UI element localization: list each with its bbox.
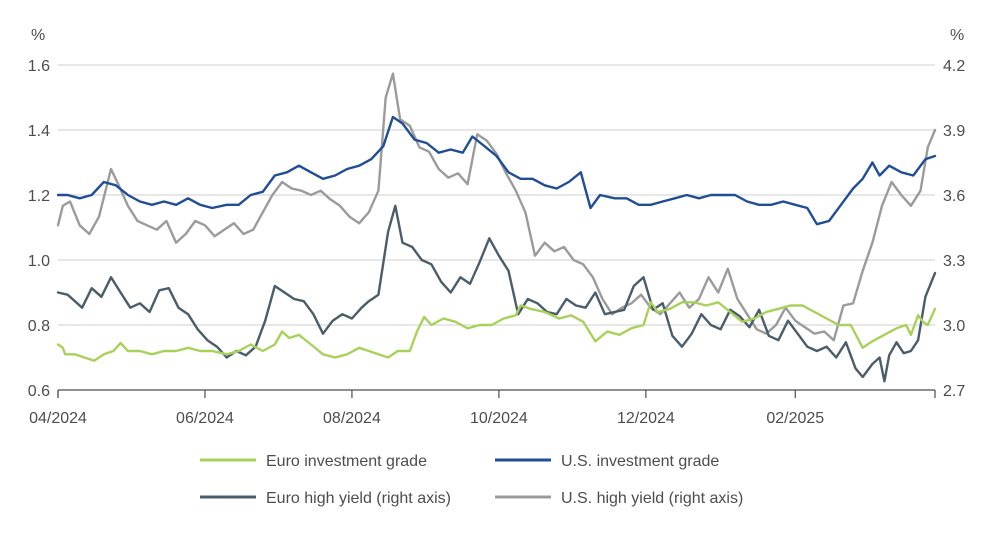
x-axis-tick-label: 10/2024	[470, 410, 528, 427]
gridlines	[58, 64, 935, 326]
legend-label-u-s-high-yield-right-axis: U.S. high yield (right axis)	[561, 490, 743, 507]
right-axis-tick-label: 3.0	[943, 318, 965, 335]
x-axis-tick-label: 02/2025	[766, 410, 824, 427]
legend-label-euro-investment-grade: Euro investment grade	[266, 453, 427, 470]
series-line-u-s-investment-grade	[56, 115, 937, 226]
left-axis-tick-label: 0.6	[28, 383, 50, 400]
series-line-u-s-high-yield-right-axis	[56, 72, 937, 342]
right-axis-tick-label: 3.3	[943, 253, 965, 270]
series-lines	[56, 72, 937, 383]
right-axis-unit: %	[950, 27, 964, 44]
right-axis-tick-label: 3.9	[943, 123, 965, 140]
left-axis-tick-label: 1.2	[28, 188, 50, 205]
left-axis-tick-label: 1.0	[28, 253, 50, 270]
left-axis-unit: %	[31, 27, 45, 44]
right-axis-tick-label: 3.6	[943, 188, 965, 205]
right-axis-tick-label: 4.2	[943, 58, 965, 75]
x-axis-tick-label: 04/2024	[29, 410, 87, 427]
axes: 0.6 0.8 1.0 1.2 1.4 1.6 2.7 3.0 3.3 3.6 3.9 4.2 04/2…	[28, 58, 966, 427]
x-axis-tick-label: 12/2024	[617, 410, 675, 427]
legend-label-euro-high-yield-right-axis: Euro high yield (right axis)	[266, 490, 451, 507]
legend-label-u-s-investment-grade: U.S. investment grade	[561, 453, 719, 470]
left-axis-tick-label: 1.4	[28, 123, 50, 140]
legend: Euro investment grade U.S. investment gra…	[200, 453, 743, 507]
series-line-euro-high-yield-right-axis	[56, 204, 937, 383]
left-axis-tick-label: 1.6	[28, 58, 50, 75]
right-axis-tick-label: 2.7	[943, 383, 965, 400]
x-axis-tick-label: 08/2024	[323, 410, 381, 427]
left-axis-tick-label: 0.8	[28, 318, 50, 335]
series-line-euro-investment-grade	[56, 301, 937, 362]
x-axis-tick-label: 06/2024	[176, 410, 234, 427]
